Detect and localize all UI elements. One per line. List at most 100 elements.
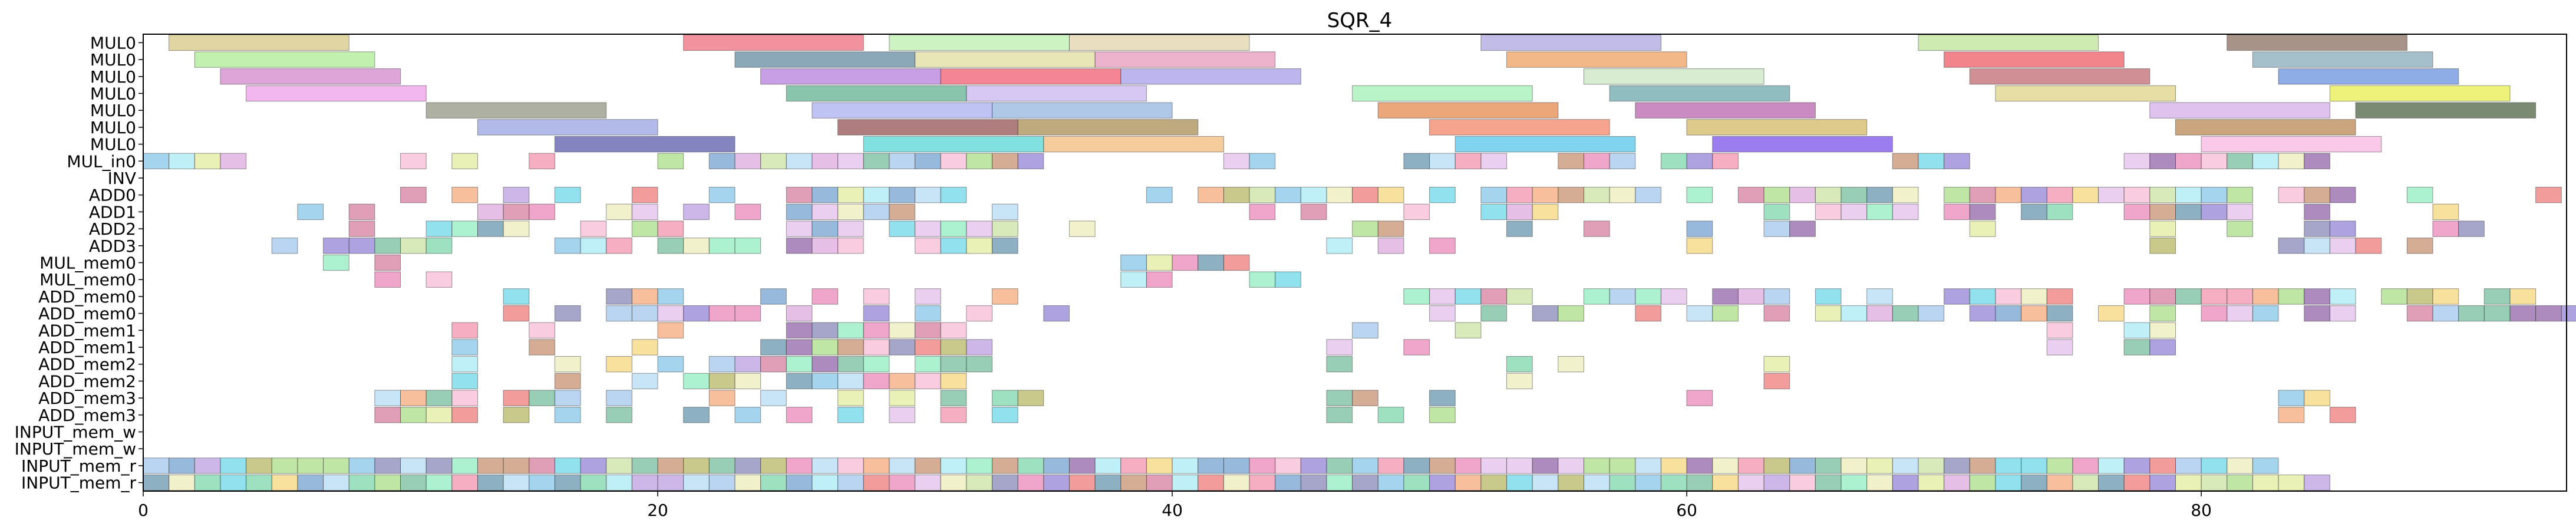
op-cell	[1120, 271, 1147, 288]
op-cell	[812, 339, 839, 355]
op-cell	[1737, 186, 1764, 203]
op-cell	[169, 474, 195, 491]
task-bar	[220, 68, 401, 85]
op-cell	[631, 474, 658, 491]
op-cell	[1223, 153, 1250, 169]
op-cell	[1377, 474, 1404, 491]
op-cell	[786, 220, 813, 237]
op-cell	[1969, 288, 1996, 305]
op-cell	[451, 322, 478, 339]
task-bar	[760, 68, 941, 85]
op-cell	[400, 390, 427, 406]
op-cell	[1841, 457, 1868, 474]
op-cell	[2123, 203, 2150, 220]
op-cell	[1660, 457, 1687, 474]
op-cell	[323, 254, 349, 271]
task-bar	[889, 34, 1070, 51]
op-cell	[143, 474, 170, 491]
op-cell	[2278, 238, 2305, 254]
op-cell	[2252, 457, 2279, 474]
op-cell	[1480, 474, 1508, 491]
op-cell	[2304, 153, 2330, 169]
op-cell	[1635, 288, 1661, 305]
op-cell	[812, 322, 839, 339]
op-cell	[529, 322, 555, 339]
chart-title: SQR_4	[1327, 9, 1393, 32]
op-cell	[1558, 356, 1585, 373]
op-cell	[1223, 186, 1250, 203]
op-cell	[529, 390, 555, 406]
op-cell	[1918, 153, 1945, 169]
plot-area	[143, 34, 2576, 491]
op-cell	[2175, 203, 2202, 220]
op-cell	[400, 238, 427, 254]
op-cell	[1043, 305, 1070, 322]
op-cell	[554, 356, 581, 373]
op-cell	[889, 203, 916, 220]
op-cell	[374, 474, 401, 491]
op-cell	[400, 474, 427, 491]
op-cell	[2432, 288, 2459, 305]
x-tick-label: 40	[1162, 501, 1183, 520]
op-cell	[1198, 254, 1224, 271]
op-cell	[1352, 220, 1378, 237]
op-cell	[246, 474, 272, 491]
op-cell	[1506, 288, 1533, 305]
op-cell	[940, 153, 967, 169]
op-cell	[1815, 457, 1842, 474]
op-cell	[1326, 457, 1353, 474]
op-cell	[657, 238, 684, 254]
op-cell	[2175, 457, 2202, 474]
op-cell	[2021, 288, 2047, 305]
op-cell	[657, 153, 684, 169]
op-cell	[1429, 238, 1456, 254]
y-tick-label: INPUT_mem_w	[15, 439, 136, 459]
op-cell	[2432, 220, 2459, 237]
op-cell	[2329, 288, 2356, 305]
op-cell	[734, 457, 761, 474]
op-cell	[966, 457, 993, 474]
op-cell	[2304, 390, 2330, 406]
op-cell	[477, 474, 504, 491]
op-cell	[426, 390, 453, 406]
op-cell	[1995, 305, 2022, 322]
y-tick-label: MUL_in0	[67, 152, 136, 171]
op-cell	[1892, 457, 1919, 474]
op-cell	[1995, 457, 2022, 474]
y-tick-label: INPUT_mem_r	[21, 456, 136, 476]
op-cell	[683, 203, 710, 220]
op-cell	[889, 474, 916, 491]
op-cell	[2021, 457, 2047, 474]
op-cell	[1300, 186, 1327, 203]
op-cell	[708, 356, 735, 373]
task-bar	[1094, 51, 1276, 68]
op-cell	[1454, 288, 1482, 305]
op-cell	[2227, 305, 2253, 322]
op-cell	[2046, 186, 2073, 203]
op-cell	[2458, 305, 2485, 322]
op-cell	[2561, 305, 2576, 322]
op-cell	[451, 186, 478, 203]
op-cell	[169, 153, 195, 169]
op-cell	[1429, 474, 1456, 491]
op-cell	[1326, 474, 1353, 491]
op-cell	[2227, 186, 2253, 203]
op-cell	[734, 474, 761, 491]
op-cell	[1609, 186, 1636, 203]
op-cell	[863, 186, 890, 203]
op-cell	[1403, 288, 1430, 305]
op-cell	[1326, 390, 1353, 406]
op-cell	[1841, 474, 1868, 491]
op-cell	[992, 238, 1018, 254]
op-cell	[2483, 305, 2511, 322]
op-cell	[1686, 390, 1713, 406]
op-cell	[992, 288, 1018, 305]
op-cell	[940, 457, 967, 474]
op-cell	[1532, 457, 1559, 474]
y-tick-label: MUL0	[90, 33, 136, 52]
y-axis: MUL0MUL0MUL0MUL0MUL0MUL0MUL0MUL_in0INVAD…	[15, 33, 143, 493]
op-cell	[1609, 457, 1636, 474]
op-cell	[503, 220, 530, 237]
op-cell	[1454, 474, 1482, 491]
task-bar	[734, 51, 916, 68]
